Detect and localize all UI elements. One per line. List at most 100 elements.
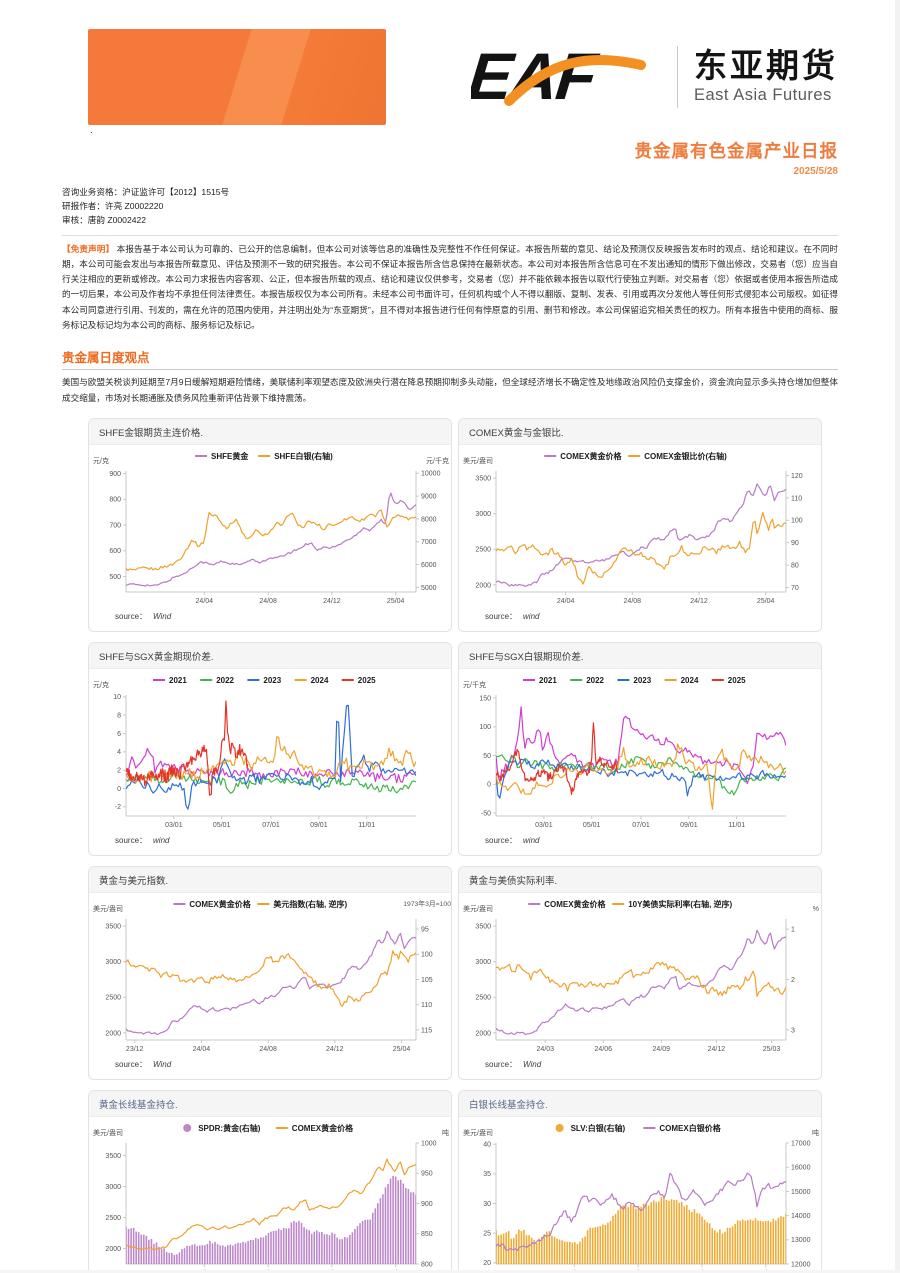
- meta-block: 咨询业务资格：沪证监许可【2012】1515号 研报作者：许亮 Z0002220…: [62, 185, 838, 228]
- svg-text:150: 150: [479, 696, 491, 703]
- page-edge-strip: [895, 0, 900, 1273]
- svg-text:2000: 2000: [475, 1031, 491, 1038]
- svg-text:美元/盎司: 美元/盎司: [463, 456, 493, 465]
- svg-text:10000: 10000: [421, 471, 441, 478]
- svg-text:24/12: 24/12: [326, 1046, 344, 1053]
- chart-title: 黄金与美债实际利率.: [459, 867, 821, 894]
- stray-dot: .: [90, 125, 93, 136]
- svg-text:100: 100: [479, 724, 491, 731]
- chart-title: 黄金与美元指数.: [89, 867, 451, 894]
- svg-text:0: 0: [487, 782, 491, 789]
- svg-text:24/12: 24/12: [690, 598, 708, 605]
- report-date: 2025/5/28: [793, 166, 839, 177]
- svg-text:元/千克: 元/千克: [463, 680, 486, 689]
- svg-text:2023: 2023: [263, 676, 281, 685]
- chart-source: source： Wind: [115, 612, 172, 622]
- chart-title: SHFE与SGX黄金期现价差.: [89, 643, 451, 670]
- svg-text:24/12: 24/12: [708, 1046, 726, 1053]
- svg-text:COMEX黄金价格: COMEX黄金价格: [189, 899, 251, 909]
- svg-text:600: 600: [109, 548, 121, 555]
- svg-text:115: 115: [421, 1028, 432, 1035]
- svg-text:元/千克: 元/千克: [426, 456, 449, 465]
- brand-name-cn: 东亚期货: [694, 47, 838, 85]
- svg-text:100: 100: [421, 952, 433, 959]
- svg-text:SPDR:黄金(右轴): SPDR:黄金(右轴): [198, 1123, 261, 1133]
- section-heading: 贵金属日度观点: [62, 347, 838, 371]
- chart-title: SHFE金银期货主连价格.: [89, 419, 451, 446]
- chart-title: 白银长线基金持仓.: [459, 1091, 821, 1118]
- chart-panel-shfe-gold-silver-price: SHFE金银期货主连价格. 900 800 700 600 500 元/克 10000 900…: [88, 418, 452, 633]
- svg-text:25: 25: [483, 1231, 491, 1238]
- svg-text:2: 2: [117, 768, 121, 775]
- svg-text:4: 4: [117, 749, 121, 756]
- svg-text:2500: 2500: [475, 995, 491, 1002]
- svg-text:1000: 1000: [421, 1141, 437, 1148]
- svg-text:吨: 吨: [812, 1128, 819, 1137]
- svg-text:COMEX白银价格: COMEX白银价格: [659, 1123, 721, 1133]
- chart-panel-gold-basis-spread: SHFE与SGX黄金期现价差. 10 8 6 4 2 0 -2 元/克 03/01 05/01 07…: [88, 642, 452, 857]
- svg-text:SLV:白银(右轴): SLV:白银(右轴): [571, 1123, 626, 1133]
- svg-text:10: 10: [113, 694, 121, 701]
- svg-text:25/03: 25/03: [763, 1046, 781, 1053]
- chart-canvas: 40 35 30 25 20 美元/盎司 17000 16000 15000 14000 13000…: [459, 1117, 821, 1273]
- svg-text:COMEX黄金价格: COMEX黄金价格: [292, 1123, 354, 1133]
- svg-text:2021: 2021: [169, 676, 187, 685]
- svg-text:900: 900: [109, 471, 121, 478]
- svg-text:1: 1: [791, 927, 795, 934]
- svg-text:6: 6: [117, 731, 121, 738]
- qualification-line: 咨询业务资格：沪证监许可【2012】1515号: [62, 187, 230, 197]
- svg-text:900: 900: [421, 1201, 433, 1208]
- svg-text:15000: 15000: [791, 1189, 811, 1196]
- svg-text:2500: 2500: [105, 1215, 121, 1222]
- chart-source: source： wind: [485, 612, 540, 622]
- svg-text:07/01: 07/01: [632, 822, 650, 829]
- svg-text:3: 3: [791, 1028, 795, 1035]
- svg-text:5000: 5000: [421, 585, 437, 592]
- svg-text:100: 100: [791, 518, 803, 525]
- svg-text:24/08: 24/08: [259, 598, 277, 605]
- svg-text:50: 50: [483, 753, 491, 760]
- svg-text:SHFE黄金: SHFE黄金: [211, 451, 249, 461]
- svg-text:3000: 3000: [105, 959, 121, 966]
- svg-text:30: 30: [483, 1201, 491, 1208]
- chart-source: source： Wind: [485, 1060, 542, 1070]
- chart-panel-silver-basis-spread: SHFE与SGX白银期现价差. 150 100 50 0 -50 元/千克 03/01 05/…: [458, 642, 822, 857]
- svg-text:3000: 3000: [475, 511, 491, 518]
- author-line: 研报作者：许亮 Z0002220: [62, 201, 164, 212]
- svg-text:20: 20: [483, 1260, 491, 1267]
- svg-text:850: 850: [421, 1231, 433, 1238]
- svg-text:24/06: 24/06: [595, 1046, 613, 1053]
- svg-text:0: 0: [117, 786, 121, 793]
- svg-text:8: 8: [117, 713, 121, 720]
- svg-text:24/12: 24/12: [323, 598, 341, 605]
- svg-text:COMEX金银比价(右轴): COMEX金银比价(右轴): [644, 451, 727, 461]
- chart-source: source： wind: [485, 836, 540, 846]
- disclaimer-label: 【免责声明】: [62, 243, 115, 254]
- svg-text:3500: 3500: [475, 924, 491, 931]
- svg-text:元/克: 元/克: [93, 457, 109, 465]
- chart-canvas: 3500 3000 2500 2000 美元/盎司 120 110 100 90 80 70 24/0…: [459, 445, 821, 609]
- svg-text:24/08: 24/08: [624, 598, 642, 605]
- svg-text:COMEX黄金价格: COMEX黄金价格: [544, 899, 606, 909]
- chart-panel-gold-dollar-index: 黄金与美元指数. 3500 3000 2500 2000 美元/盎司 95 100 105 11…: [88, 866, 452, 1081]
- svg-text:25/04: 25/04: [387, 598, 405, 605]
- svg-text:3500: 3500: [105, 1153, 121, 1160]
- svg-text:2: 2: [791, 977, 795, 984]
- svg-text:2500: 2500: [105, 995, 121, 1002]
- svg-text:950: 950: [421, 1171, 433, 1178]
- svg-text:SHFE白银(右轴): SHFE白银(右轴): [274, 451, 333, 461]
- svg-text:23/12: 23/12: [126, 1046, 144, 1053]
- chart-canvas: 3500300025002000美元/盎司1000950900850800吨24…: [89, 1117, 451, 1273]
- svg-text:800: 800: [109, 497, 121, 504]
- svg-text:2024: 2024: [681, 676, 699, 685]
- logo-group: EAF 东亚期货 East Asia Futures: [471, 35, 838, 119]
- svg-text:1973年3月=100: 1973年3月=100: [403, 899, 451, 908]
- reviewer-line: 审核：唐韵 Z0002422: [62, 215, 147, 226]
- svg-text:09/01: 09/01: [680, 822, 698, 829]
- svg-text:25/04: 25/04: [393, 1046, 411, 1053]
- svg-text:吨: 吨: [442, 1128, 449, 1137]
- svg-text:10Y美债实际利率(右轴, 逆序): 10Y美债实际利率(右轴, 逆序): [628, 899, 732, 909]
- svg-text:05/01: 05/01: [583, 822, 601, 829]
- svg-text:35: 35: [483, 1171, 491, 1178]
- chart-panel-gold-real-rate: 黄金与美债实际利率. 3500 3000 2500 2000 美元/盎司 1 2 3% 24/0…: [458, 866, 822, 1081]
